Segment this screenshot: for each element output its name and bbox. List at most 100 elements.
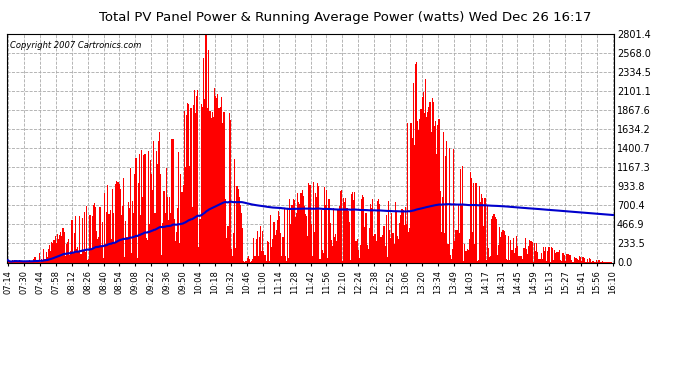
Bar: [397, 236, 398, 262]
Bar: [471, 178, 472, 262]
Bar: [469, 239, 470, 262]
Bar: [138, 183, 139, 262]
Bar: [577, 259, 578, 262]
Bar: [56, 243, 57, 262]
Bar: [388, 201, 389, 262]
Bar: [139, 154, 140, 262]
Bar: [290, 224, 291, 262]
Bar: [300, 192, 302, 262]
Bar: [286, 261, 287, 262]
Bar: [31, 261, 32, 262]
Bar: [361, 200, 362, 262]
Bar: [375, 241, 377, 262]
Bar: [13, 261, 14, 262]
Bar: [104, 193, 105, 262]
Bar: [339, 192, 341, 262]
Bar: [371, 208, 372, 262]
Bar: [479, 186, 480, 262]
Bar: [48, 249, 49, 262]
Bar: [370, 204, 371, 262]
Bar: [389, 230, 390, 262]
Bar: [330, 223, 331, 262]
Bar: [507, 261, 508, 262]
Bar: [257, 231, 258, 262]
Bar: [581, 261, 582, 262]
Bar: [418, 130, 420, 262]
Bar: [275, 235, 276, 262]
Bar: [268, 242, 269, 262]
Bar: [518, 256, 520, 262]
Bar: [35, 261, 37, 262]
Bar: [336, 242, 337, 262]
Bar: [586, 258, 588, 262]
Bar: [230, 120, 231, 262]
Bar: [70, 252, 72, 262]
Bar: [76, 249, 77, 262]
Bar: [33, 259, 34, 262]
Bar: [404, 225, 405, 262]
Bar: [160, 174, 161, 262]
Bar: [217, 94, 219, 262]
Bar: [69, 255, 70, 262]
Bar: [416, 62, 417, 262]
Bar: [359, 258, 360, 262]
Bar: [433, 102, 434, 262]
Bar: [317, 183, 318, 262]
Bar: [304, 206, 305, 262]
Bar: [325, 206, 326, 262]
Bar: [396, 212, 397, 262]
Bar: [298, 202, 299, 262]
Bar: [405, 207, 406, 262]
Bar: [602, 261, 604, 262]
Bar: [213, 117, 214, 262]
Bar: [277, 220, 278, 262]
Bar: [372, 199, 373, 262]
Bar: [132, 201, 133, 262]
Bar: [463, 261, 464, 262]
Bar: [240, 205, 241, 262]
Bar: [443, 132, 444, 262]
Bar: [379, 204, 380, 262]
Bar: [28, 261, 29, 262]
Bar: [252, 259, 253, 262]
Bar: [151, 174, 152, 262]
Bar: [186, 115, 187, 262]
Bar: [490, 255, 491, 262]
Bar: [296, 213, 297, 262]
Bar: [355, 241, 357, 262]
Bar: [313, 182, 314, 262]
Bar: [381, 237, 382, 262]
Bar: [201, 107, 203, 262]
Bar: [525, 238, 526, 262]
Bar: [553, 260, 554, 262]
Bar: [258, 256, 259, 262]
Bar: [386, 215, 387, 262]
Bar: [482, 198, 483, 262]
Bar: [462, 166, 463, 262]
Bar: [210, 118, 212, 262]
Bar: [124, 257, 126, 262]
Bar: [422, 98, 423, 262]
Bar: [223, 112, 224, 262]
Bar: [407, 123, 408, 262]
Bar: [297, 193, 298, 262]
Bar: [181, 192, 183, 262]
Bar: [354, 192, 355, 262]
Bar: [380, 237, 381, 262]
Bar: [563, 253, 564, 262]
Bar: [34, 258, 35, 262]
Bar: [483, 226, 484, 262]
Bar: [52, 243, 54, 262]
Bar: [346, 208, 348, 262]
Bar: [276, 230, 277, 262]
Bar: [497, 255, 498, 262]
Bar: [101, 222, 103, 262]
Bar: [382, 235, 384, 262]
Bar: [284, 209, 285, 262]
Bar: [123, 178, 124, 262]
Bar: [453, 148, 454, 262]
Bar: [77, 247, 78, 262]
Bar: [409, 228, 411, 262]
Bar: [207, 108, 208, 262]
Bar: [335, 234, 336, 262]
